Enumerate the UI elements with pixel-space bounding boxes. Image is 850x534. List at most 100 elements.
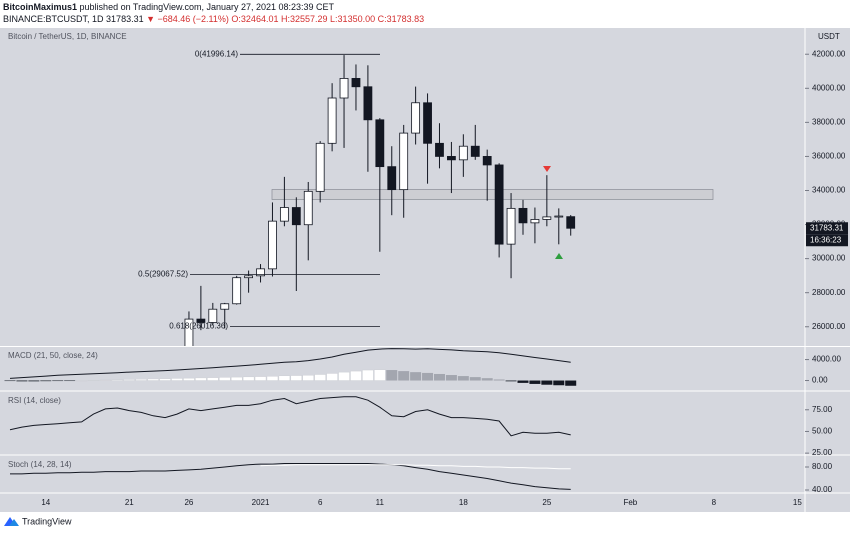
macd-histogram-bar (64, 380, 76, 382)
macd-histogram-bar (290, 375, 303, 381)
macd-histogram-bar (207, 377, 219, 381)
symbol: BINANCE:BTCUSDT, 1D (3, 14, 104, 24)
candle-body (435, 142, 444, 157)
candle-body (518, 207, 528, 224)
macd-histogram-bar (493, 379, 505, 381)
fib-label: 0(41996.14) (195, 49, 238, 58)
low: L:31350.00 (330, 14, 376, 24)
high: H:32557.29 (280, 14, 328, 24)
macd-histogram-bar (111, 379, 124, 381)
y-tick-label: 38000.00 (812, 117, 846, 126)
x-tick-label: 18 (459, 498, 468, 507)
candle-body (399, 132, 409, 191)
macd-histogram-bar (266, 376, 279, 381)
candle-body (375, 119, 385, 168)
macd-histogram-bar (374, 369, 386, 381)
macd-histogram-bar (505, 380, 517, 382)
tv-logo (4, 517, 19, 526)
macd-histogram-bar (565, 380, 577, 386)
candle-body (256, 268, 265, 277)
author: BitcoinMaximus1 (3, 2, 78, 12)
macd-histogram-bar (254, 376, 267, 381)
y-tick-label: 25.00 (812, 448, 833, 457)
open: O:32464.01 (231, 14, 279, 24)
macd-histogram-bar (302, 375, 314, 381)
macd-histogram-bar (183, 377, 195, 381)
macd-histogram-bar (386, 370, 398, 381)
x-tick-label: 14 (41, 498, 50, 507)
candle-body (327, 97, 337, 144)
macd-histogram-bar (219, 377, 231, 381)
macd-histogram-bar (99, 379, 112, 381)
pane-title: Stoch (14, 28, 14) (8, 460, 72, 469)
candle-body (363, 86, 373, 121)
macd-histogram-bar (541, 380, 553, 385)
macd-histogram-bar (171, 378, 183, 381)
y-tick-label: 42000.00 (812, 49, 846, 58)
macd-histogram-bar (195, 377, 207, 381)
pane-title: MACD (21, 50, close, 24) (8, 351, 98, 360)
candle-body (411, 102, 421, 134)
macd-histogram-bar (445, 375, 457, 381)
macd-histogram-bar (87, 380, 100, 381)
candle-body (542, 216, 552, 220)
pane-title: Bitcoin / TetherUS, 1D, BINANCE (8, 32, 127, 41)
price: 31783.31 (106, 14, 144, 24)
macd-histogram-bar (326, 373, 338, 381)
candle-body (494, 164, 504, 245)
macd-histogram-bar (422, 372, 434, 381)
y-tick-label: 26000.00 (812, 322, 846, 331)
candle-body (351, 78, 361, 88)
macd-histogram-bar (28, 380, 40, 382)
macd-histogram-bar (16, 380, 28, 382)
macd-histogram-bar (469, 377, 481, 381)
footer-brand: TradingView (22, 516, 72, 526)
chart-background (0, 28, 850, 512)
sell-signal (543, 166, 551, 172)
candle-body (208, 308, 218, 323)
indicator-line (9, 396, 571, 437)
macd-histogram-bar (52, 380, 64, 382)
candle-body (196, 318, 206, 323)
indicator-line (9, 348, 571, 379)
fib-label: 0.618(26016.36) (169, 322, 228, 331)
candle-body (530, 219, 540, 224)
macd-histogram-bar (362, 369, 374, 381)
close: C:31783.83 (377, 14, 425, 24)
candle-body (387, 166, 397, 191)
candle-body (447, 156, 456, 161)
x-tick-label: 11 (376, 498, 385, 507)
macd-histogram-bar (40, 380, 52, 382)
indicator-line (10, 463, 571, 490)
y-tick-label: 75.00 (812, 405, 833, 414)
y-tick-label: 40.00 (812, 485, 833, 494)
y-tick-label: 36000.00 (812, 152, 846, 161)
macd-histogram-bar (481, 378, 493, 381)
fib-label: 0.5(29067.52) (138, 270, 188, 279)
countdown-box (806, 234, 848, 247)
y-tick-label: 30000.00 (812, 254, 846, 263)
candle-body (339, 78, 349, 99)
candle-body (232, 277, 242, 305)
change: ▼ −684.46 (−2.11%) (146, 14, 229, 24)
candles (184, 53, 714, 346)
macd-histogram-bar (433, 373, 445, 381)
candle-body (470, 145, 480, 157)
macd-histogram-bar (75, 380, 88, 382)
y-unit: USDT (818, 32, 840, 41)
buy-signal (555, 253, 563, 259)
candle-body (506, 207, 516, 245)
macd-histogram-bar (410, 372, 422, 381)
macd-histogram-bar (553, 380, 565, 386)
macd-histogram-bar (4, 380, 16, 382)
macd-histogram-bar (242, 376, 255, 381)
resistance-zone (271, 189, 714, 200)
macd-histogram-bar (135, 379, 147, 381)
x-tick-label: 21 (125, 498, 134, 507)
y-tick-label: 50.00 (812, 427, 833, 436)
y-tick-label: 40000.00 (812, 83, 846, 92)
x-tick-label: 6 (318, 498, 323, 507)
candle-body (423, 102, 432, 144)
